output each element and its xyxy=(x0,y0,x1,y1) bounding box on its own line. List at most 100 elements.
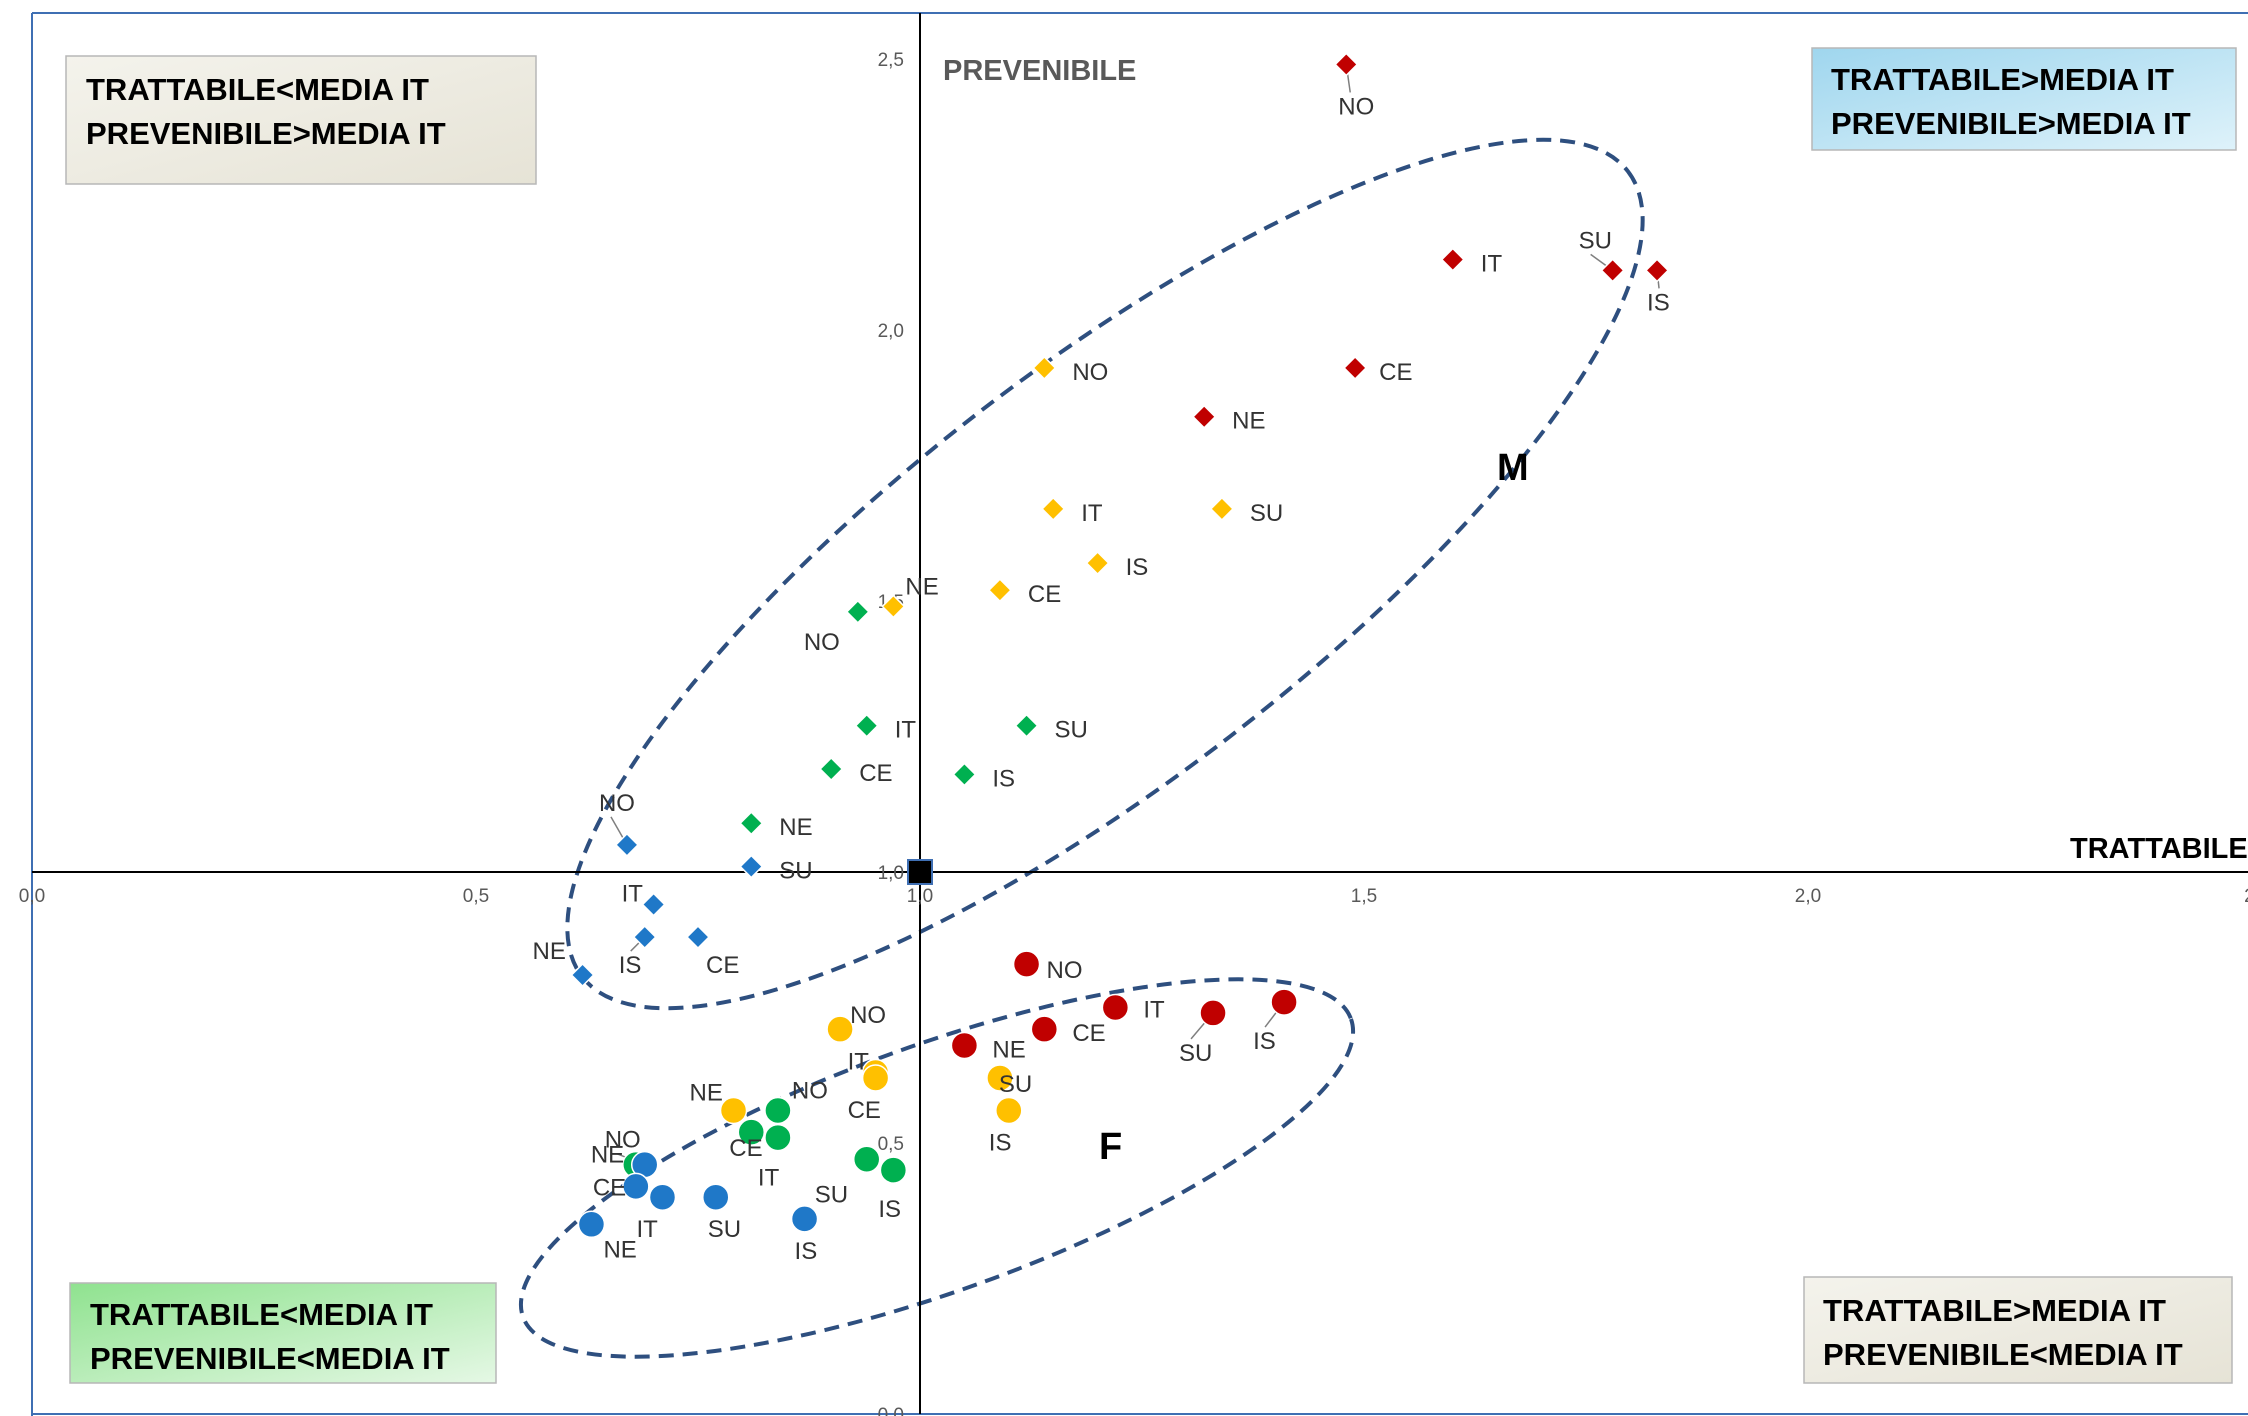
data-point-diamond-it xyxy=(1041,496,1066,521)
data-point-diamond-is xyxy=(632,924,657,950)
data-point-circle-su xyxy=(852,1145,881,1174)
group-label-f: F xyxy=(1099,1126,1122,1168)
data-point-circle-is xyxy=(1270,988,1298,1016)
data-point-diamond-it xyxy=(641,892,666,917)
point-label: NE xyxy=(591,1142,624,1169)
quadrant-text: PREVENIBILE<MEDIA IT xyxy=(90,1341,450,1376)
data-point-diamond-it xyxy=(1440,247,1465,272)
x-tick-label: 1,0 xyxy=(907,886,933,907)
x-tick-label: 0,5 xyxy=(463,886,489,907)
data-point-diamond-no xyxy=(1032,355,1057,381)
quadrant-box-bottom-right: TRATTABILE>MEDIA IT PREVENIBILE<MEDIA IT xyxy=(1803,1276,2233,1384)
point-label: NO xyxy=(1072,359,1108,386)
x-tick-label: 0,0 xyxy=(19,886,45,907)
x-tick-label: 2, xyxy=(2244,886,2248,907)
point-label: IS xyxy=(619,952,642,979)
point-label: CE xyxy=(1028,581,1061,608)
point-label: CE xyxy=(859,760,892,787)
quadrant-text: TRATTABILE<MEDIA IT xyxy=(90,1297,433,1332)
point-label: NO xyxy=(599,790,635,817)
point-label: NE xyxy=(690,1079,723,1106)
data-point-diamond-ce xyxy=(987,578,1012,603)
data-point-circle-ce xyxy=(1030,1015,1059,1043)
y-tick-label: 2,5 xyxy=(878,50,904,71)
point-label: CE xyxy=(729,1135,762,1162)
data-point-diamond-is xyxy=(1085,550,1110,576)
quadrant-text: TRATTABILE<MEDIA IT xyxy=(86,72,429,107)
point-label: NO xyxy=(1047,957,1083,984)
quadrant-text: PREVENIBILE<MEDIA IT xyxy=(1823,1337,2183,1372)
data-point-diamond-no xyxy=(1334,52,1359,77)
data-point-diamond-su xyxy=(1014,713,1039,738)
data-point-diamond-ce xyxy=(685,924,711,950)
quadrant-box-bottom-left: TRATTABILE<MEDIA IT PREVENIBILE<MEDIA IT xyxy=(69,1282,497,1384)
data-point-circle-is xyxy=(790,1205,819,1233)
data-point-diamond-no xyxy=(845,599,870,624)
point-label: IT xyxy=(895,717,917,744)
point-label: NE xyxy=(603,1236,636,1263)
point-label: NO xyxy=(792,1077,828,1104)
point-label: IS xyxy=(878,1196,901,1223)
quadrant-text: PREVENIBILE>MEDIA IT xyxy=(86,116,446,151)
y-axis-title: PREVENIBILE xyxy=(943,55,1136,87)
data-point-circle-no xyxy=(1012,950,1041,978)
point-label: NE xyxy=(905,573,938,600)
data-point-diamond-su xyxy=(739,854,764,879)
point-label: NE xyxy=(1232,408,1265,435)
point-label: NO xyxy=(605,1127,641,1154)
data-point-circle-su xyxy=(1199,999,1227,1027)
point-label: IT xyxy=(1481,251,1503,278)
point-label: IT xyxy=(636,1216,658,1243)
data-point-diamond-no xyxy=(614,832,640,857)
data-point-diamond-su xyxy=(1600,258,1625,283)
data-point-circle-ne xyxy=(577,1210,606,1239)
group-m-ellipse xyxy=(565,137,1645,1011)
point-label: SU xyxy=(1055,717,1088,744)
data-point-circle-ne xyxy=(950,1031,979,1060)
quadrant-text: PREVENIBILE>MEDIA IT xyxy=(1831,106,2191,141)
point-label: IT xyxy=(1081,500,1103,527)
data-point-circle-ne xyxy=(719,1096,748,1125)
point-label: NO xyxy=(804,629,840,656)
data-point-circle-su xyxy=(986,1064,1014,1092)
data-point-circle-ce xyxy=(737,1118,766,1146)
point-label: CE xyxy=(593,1174,626,1201)
point-label: SU xyxy=(815,1181,848,1208)
data-point-circle-is xyxy=(995,1096,1023,1125)
group-f-ellipse xyxy=(518,977,1356,1359)
data-point-circle-su xyxy=(702,1183,730,1211)
data-point-diamond-is xyxy=(1644,258,1670,283)
data-point-circle-no xyxy=(764,1096,792,1125)
x-tick-label: 1,5 xyxy=(1351,886,1377,907)
point-label: CE xyxy=(1072,1020,1105,1047)
point-label: CE xyxy=(706,952,739,979)
data-point-diamond-ne xyxy=(881,594,906,619)
point-label: IS xyxy=(992,765,1015,792)
x-axis-title: TRATTABILE xyxy=(2070,833,2248,865)
quadrant-box-top-left: TRATTABILE<MEDIA IT PREVENIBILE>MEDIA IT xyxy=(65,55,537,185)
point-label: IT xyxy=(622,881,644,908)
data-point-circle-is xyxy=(879,1156,908,1184)
point-label: SU xyxy=(1579,227,1612,254)
point-label: NE xyxy=(779,814,812,841)
quadrant-box-top-right: TRATTABILE>MEDIA IT PREVENIBILE>MEDIA IT xyxy=(1811,47,2237,151)
data-point-diamond-ne xyxy=(1192,404,1217,429)
group-label-m: M xyxy=(1497,447,1529,489)
data-point-circle-ce xyxy=(622,1172,650,1201)
point-label: SU xyxy=(779,858,812,885)
point-label: IT xyxy=(848,1049,870,1076)
data-point-circle-it xyxy=(648,1183,677,1211)
data-point-diamond-is xyxy=(952,762,977,787)
data-point-diamond-su xyxy=(1209,496,1234,521)
data-point-circle-it xyxy=(764,1123,792,1152)
point-label: SU xyxy=(1179,1040,1212,1067)
y-tick-label: 0,5 xyxy=(878,1134,904,1155)
data-point-circle-no xyxy=(826,1015,854,1043)
point-label: NO xyxy=(1338,93,1374,120)
data-point-diamond-it xyxy=(854,713,879,738)
y-tick-label: 2,0 xyxy=(878,321,904,342)
point-label: CE xyxy=(848,1097,881,1124)
point-label: SU xyxy=(708,1216,741,1243)
